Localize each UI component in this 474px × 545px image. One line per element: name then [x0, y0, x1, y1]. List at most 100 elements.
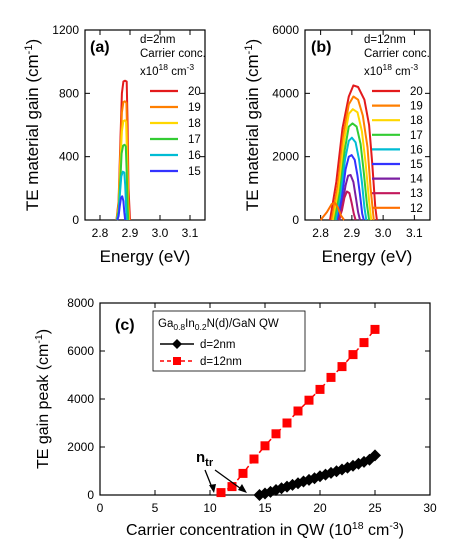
x-tick-label-b-0: 2.8 [312, 226, 329, 240]
point-c-d=12nm-6 [282, 418, 292, 428]
point-c-d=12nm-10 [326, 372, 336, 382]
panel-label-a: (a) [90, 39, 110, 56]
legend-label-d2: d=2nm [200, 339, 235, 351]
point-c-d=12nm-2 [238, 468, 248, 478]
legend-a: 20 19 18 17 16 15 [150, 86, 201, 178]
x-tick-label-c-4: 20 [313, 501, 327, 515]
series-lines-b [319, 84, 378, 221]
x-tick-label-b-1: 2.9 [344, 226, 361, 240]
x-axis-label-c: Carrier concentration in QW (1018 cm-3) [126, 520, 404, 539]
y-tick-label-c-0: 0 [87, 488, 94, 502]
axis-ticks-a: 2.8 2.9 3.0 3.1 0 400 800 1200 [52, 23, 205, 240]
axis-ticks-c: 0 5 10 15 20 25 30 0 2000 4000 6000 8000 [67, 296, 437, 515]
y-axis-label-b: TE material gain (cm-1) [243, 39, 262, 211]
legend-label-a-15: 15 [188, 166, 201, 178]
point-c-d=12nm-12 [348, 350, 358, 360]
series-line-b-15 [336, 154, 365, 221]
legend-c: Ga0.8In0.2N(d)/GaN QW d=2nm d=12nm [152, 310, 306, 372]
legend-title-c: Ga0.8In0.2N(d)/GaN QW [158, 318, 279, 332]
legend-label-b-12: 12 [410, 203, 423, 215]
y-tick-label-c-2: 4000 [67, 392, 94, 406]
panel-c: 0 5 10 15 20 25 30 0 2000 4000 6000 8000 (c) Ga0.8I… [33, 296, 437, 539]
legend-label-b-20: 20 [410, 86, 423, 98]
x-tick-label-c-3: 15 [258, 501, 272, 515]
legend-label-a-18: 18 [188, 118, 201, 130]
legend-marker-d12 [173, 357, 181, 365]
annotation-b-line1: d=12nm [364, 34, 406, 46]
annotation-a-line1: d=2nm [140, 34, 175, 46]
legend-label-b-14: 14 [410, 174, 423, 186]
x-tick-label-a-1: 2.9 [122, 226, 139, 240]
y-axis-label-a: TE material gain (cm-1) [23, 39, 42, 211]
y-tick-label-b-2: 4000 [272, 86, 299, 100]
point-c-d=12nm-8 [304, 395, 314, 405]
point-c-d=2nm-21 [369, 449, 381, 462]
axis-ticks-b: 2.8 2.9 3.0 3.1 0 2000 4000 6000 [272, 23, 430, 240]
ntr-arrowhead-left [209, 484, 216, 493]
x-axis-label-a: Energy (eV) [100, 247, 191, 266]
legend-label-b-19: 19 [410, 101, 423, 113]
series-line-b-17 [333, 122, 371, 221]
legend-label-b-17: 17 [410, 130, 423, 142]
legend-label-b-16: 16 [410, 144, 423, 156]
series-line-a-15 [116, 195, 127, 221]
annotation-a-line2: Carrier conc. [140, 48, 206, 60]
x-tick-label-a-3: 3.1 [182, 226, 199, 240]
y-tick-label-b-1: 2000 [272, 150, 299, 164]
x-tick-label-c-0: 0 [97, 501, 104, 515]
legend-label-b-15: 15 [410, 159, 423, 171]
legend-label-a-17: 17 [188, 134, 201, 146]
series-line-b-16 [335, 136, 368, 221]
y-tick-label-b-0: 0 [292, 213, 299, 227]
y-tick-label-b-3: 6000 [272, 23, 299, 37]
legend-label-b-18: 18 [410, 115, 423, 127]
legend-b: 20 19 18 17 16 15 14 13 12 [372, 86, 423, 215]
point-c-d=12nm-9 [315, 384, 325, 394]
series-line-b-13 [337, 190, 357, 221]
annotation-b-line2: Carrier conc. [364, 48, 430, 60]
panel-a: 2.8 2.9 3.0 3.1 0 400 800 1200 20 19 18 17 16 15 (a)… [23, 23, 206, 266]
x-tick-label-c-1: 5 [152, 501, 159, 515]
y-tick-label-c-1: 2000 [67, 440, 94, 454]
point-c-d=12nm-3 [249, 454, 259, 464]
x-tick-label-a-0: 2.8 [92, 226, 109, 240]
point-c-d=12nm-0 [216, 488, 226, 498]
x-axis-label-b: Energy (eV) [322, 247, 413, 266]
panel-label-b: (b) [311, 39, 331, 56]
x-tick-label-c-2: 10 [203, 501, 217, 515]
x-tick-label-a-2: 3.0 [152, 226, 169, 240]
x-tick-label-c-5: 25 [368, 501, 382, 515]
series-lines-a [115, 79, 131, 221]
legend-label-b-13: 13 [410, 188, 423, 200]
point-c-d=12nm-1 [227, 482, 237, 492]
ntr-label: ntr [196, 449, 214, 469]
series-line-b-18 [332, 108, 373, 221]
point-c-d=12nm-13 [359, 338, 369, 348]
y-axis-label-c: TE gain peak (cm-1) [33, 329, 52, 469]
ntr-arrowhead-right [238, 484, 247, 493]
series-line-b-12 [319, 201, 345, 221]
point-c-d=12nm-14 [370, 324, 380, 334]
y-tick-label-a-2: 800 [59, 86, 79, 100]
series-c [216, 324, 381, 501]
y-tick-label-c-3: 6000 [67, 344, 94, 358]
series-line-b-19 [330, 95, 375, 221]
legend-label-a-16: 16 [188, 150, 201, 162]
x-tick-label-b-2: 3.0 [375, 226, 392, 240]
annotation-a-line3: x1018 cm-3 [140, 62, 194, 78]
legend-marker-d2 [172, 339, 182, 349]
y-tick-label-c-4: 8000 [67, 296, 94, 310]
y-tick-label-a-0: 0 [72, 213, 79, 227]
legend-label-a-20: 20 [188, 86, 201, 98]
plot-frame-a [84, 29, 206, 221]
panel-label-c: (c) [115, 317, 135, 334]
point-c-d=12nm-5 [271, 429, 281, 439]
point-c-d=12nm-4 [260, 441, 270, 451]
legend-label-a-19: 19 [188, 102, 201, 114]
y-tick-label-a-1: 400 [59, 150, 79, 164]
plot-frame-b [304, 29, 431, 221]
ntr-annotation: ntr [196, 449, 247, 493]
legend-label-d12: d=12nm [200, 356, 242, 368]
x-tick-label-c-6: 30 [423, 501, 437, 515]
